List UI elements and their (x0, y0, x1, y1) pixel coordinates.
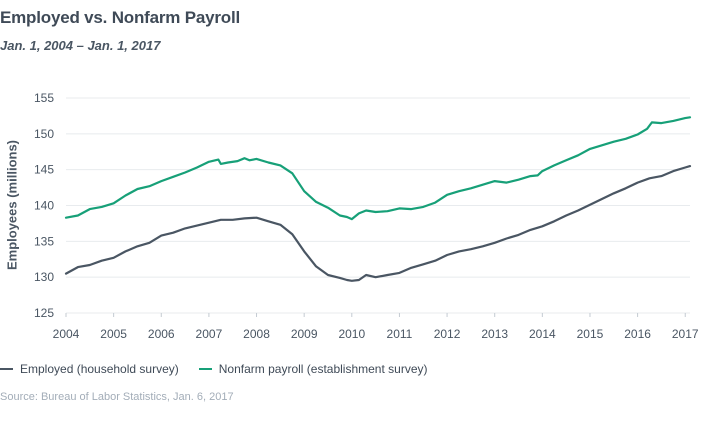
x-tick-label-2014: 2014 (529, 327, 556, 341)
x-tick-label-2005: 2005 (100, 327, 127, 341)
source-note: Source: Bureau of Labor Statistics, Jan.… (0, 391, 234, 403)
x-tick-label-2016: 2016 (624, 327, 651, 341)
series-line-employed (64, 165, 692, 282)
legend-label-payroll: Nonfarm payroll (establishment survey) (218, 362, 428, 376)
x-tick-label-2008: 2008 (243, 327, 270, 341)
x-tick-label-2013: 2013 (481, 327, 508, 341)
y-tick-label-155: 155 (34, 91, 54, 105)
x-tick-label-2007: 2007 (196, 327, 223, 341)
x-tick-label-2011: 2011 (387, 327, 413, 341)
y-tick-label-125: 125 (34, 306, 54, 320)
legend-swatch-payroll (198, 368, 212, 370)
y-tick-label-145: 145 (34, 163, 54, 177)
legend-label-employed: Employed (household survey) (20, 362, 179, 376)
legend-swatch-employed (0, 368, 13, 370)
chart-title: Employed vs. Nonfarm Payroll (0, 8, 241, 27)
x-tick-label-2006: 2006 (148, 327, 175, 341)
x-tick-label-2015: 2015 (577, 327, 604, 341)
y-tick-label-140: 140 (34, 199, 54, 213)
x-tick-label-2012: 2012 (434, 327, 461, 341)
x-tick-label-2004: 2004 (53, 327, 80, 341)
y-tick-label-135: 135 (34, 234, 54, 248)
chart-subtitle: Jan. 1, 2004 – Jan. 1, 2017 (0, 38, 161, 53)
x-tick-label-2009: 2009 (291, 327, 318, 341)
legend: Employed (household survey) Nonfarm payr… (0, 362, 448, 376)
y-tick-label-150: 150 (34, 127, 54, 141)
x-tick-label-2017: 2017 (672, 327, 699, 341)
legend-item-employed: Employed (household survey) (0, 362, 179, 376)
series-line-payroll (64, 116, 692, 221)
y-tick-label-130: 130 (34, 270, 54, 284)
legend-item-payroll: Nonfarm payroll (establishment survey) (198, 362, 428, 376)
x-tick-label-2010: 2010 (338, 327, 365, 341)
